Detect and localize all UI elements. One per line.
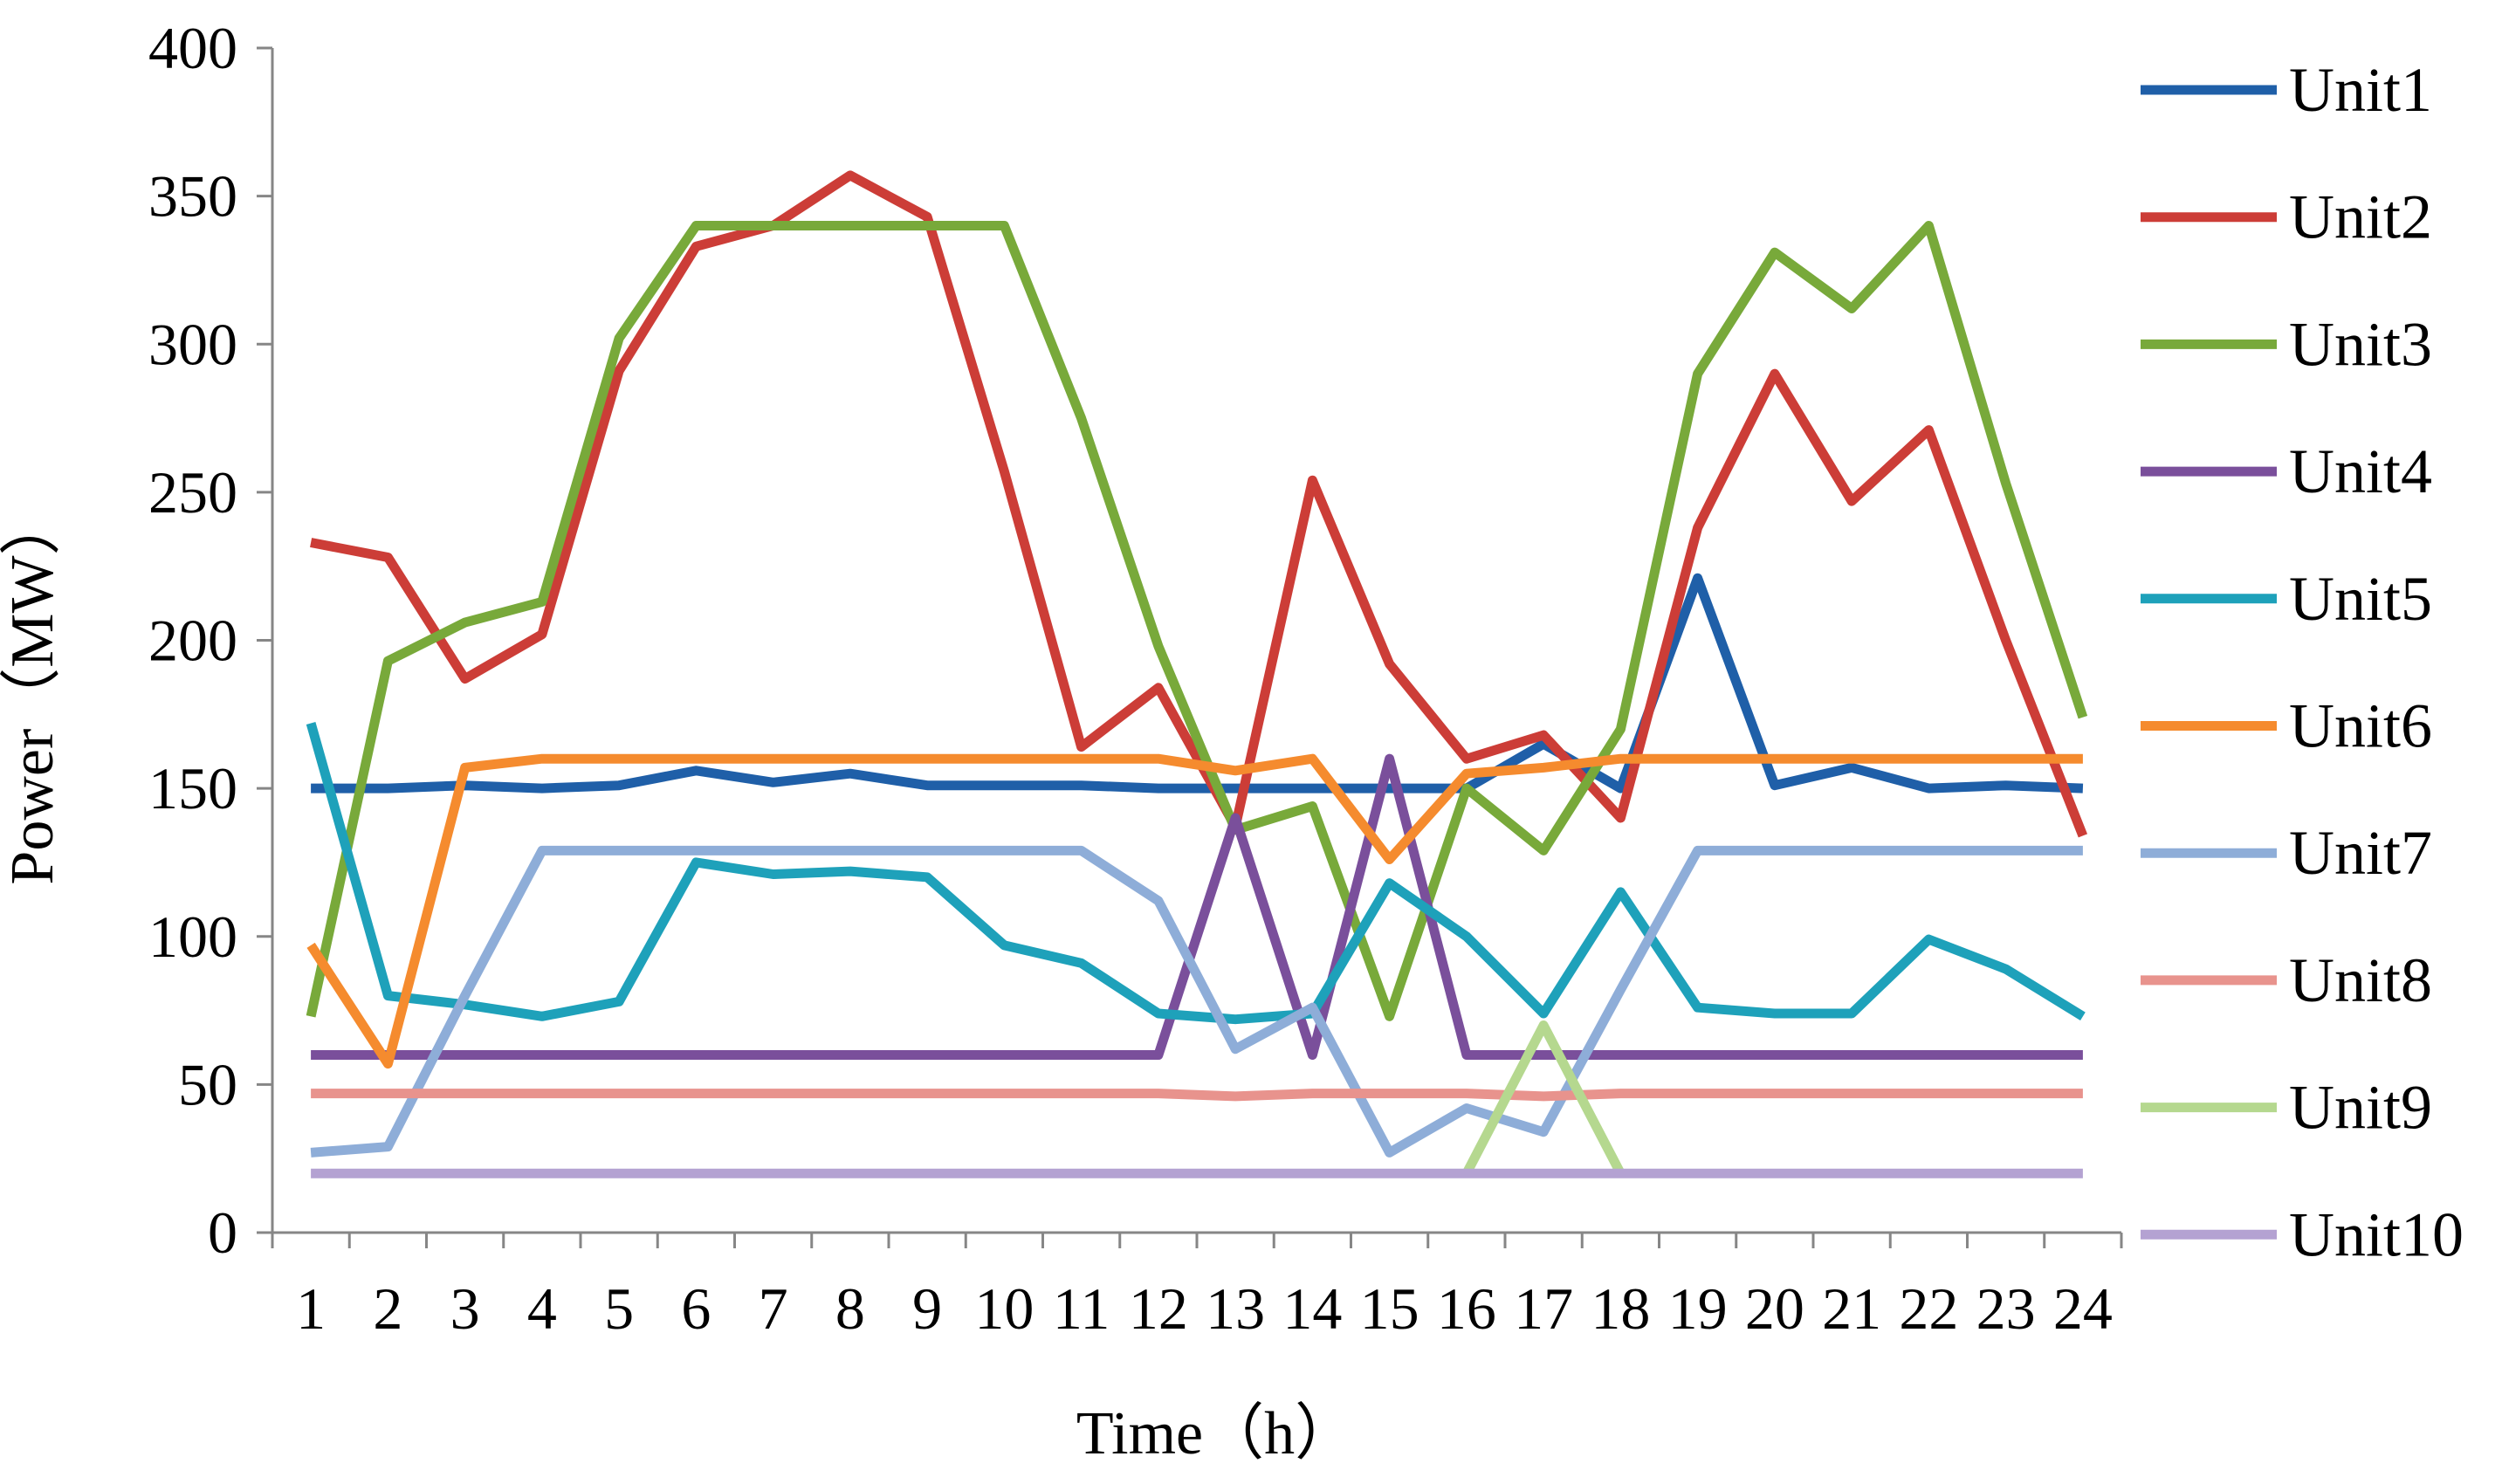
series-line-unit8 xyxy=(311,1089,2083,1102)
y-tick-label: 400 xyxy=(148,15,237,81)
legend-label: Unit7 xyxy=(2289,818,2432,888)
legend-label: Unit2 xyxy=(2289,182,2432,252)
x-tick-label: 16 xyxy=(1437,1275,1496,1342)
x-tick-label: 9 xyxy=(912,1275,942,1342)
legend-label: Unit5 xyxy=(2289,564,2432,634)
x-tick-label: 22 xyxy=(1899,1275,1958,1342)
x-tick-label: 17 xyxy=(1514,1275,1573,1342)
legend-label: Unit10 xyxy=(2289,1199,2464,1269)
y-tick-label: 200 xyxy=(148,608,237,674)
x-tick-label: 14 xyxy=(1282,1275,1342,1342)
series-line-unit3 xyxy=(306,221,2088,1021)
legend-label: Unit1 xyxy=(2289,55,2432,125)
x-tick-label: 19 xyxy=(1668,1275,1728,1342)
y-axis-title: Power（MW） xyxy=(0,494,66,884)
x-axis-title: Time（h） xyxy=(1076,1400,1356,1467)
legend-label: Unit4 xyxy=(2289,436,2432,506)
x-tick-label: 21 xyxy=(1822,1275,1881,1342)
x-tick-label: 8 xyxy=(835,1275,865,1342)
x-tick-label: 2 xyxy=(373,1275,402,1342)
x-tick-label: 13 xyxy=(1206,1275,1265,1342)
series-lines xyxy=(306,170,2088,1178)
legend-label: Unit3 xyxy=(2289,309,2432,379)
legend-label: Unit6 xyxy=(2289,691,2432,761)
series-line-unit9 xyxy=(1462,1020,1626,1176)
x-tick-label: 15 xyxy=(1360,1275,1419,1342)
legend-label: Unit8 xyxy=(2289,945,2432,1015)
series-line-unit4 xyxy=(311,753,2083,1060)
y-tick-label: 0 xyxy=(208,1199,237,1266)
y-tick-label: 300 xyxy=(148,311,237,377)
x-tick-label: 12 xyxy=(1129,1275,1188,1342)
y-tick-label: 250 xyxy=(148,459,237,526)
y-tick-label: 350 xyxy=(148,163,237,230)
x-tick-label: 20 xyxy=(1745,1275,1804,1342)
x-tick-label: 5 xyxy=(604,1275,634,1342)
x-tick-label: 3 xyxy=(450,1275,480,1342)
series-line-unit7 xyxy=(310,845,2083,1158)
x-tick-label: 18 xyxy=(1591,1275,1650,1342)
legend: Unit1 Unit2 Unit3 Unit4 Unit5 Unit6 Unit7 Unit8… xyxy=(2141,55,2464,1269)
x-tick-label: 4 xyxy=(527,1275,557,1342)
legend-label: Unit9 xyxy=(2289,1073,2432,1143)
x-tick-label: 6 xyxy=(681,1275,711,1342)
x-tick-label: 11 xyxy=(1053,1275,1110,1342)
series-line-unit6 xyxy=(306,753,2083,1069)
x-tick-label: 24 xyxy=(2053,1275,2113,1342)
x-tick-label: 1 xyxy=(296,1275,326,1342)
x-tick-label: 7 xyxy=(759,1275,788,1342)
series-line-unit5 xyxy=(306,722,2086,1025)
y-tick-label: 100 xyxy=(148,903,237,970)
series-line-unit1 xyxy=(311,573,2084,794)
x-tick-label: 10 xyxy=(974,1275,1034,1342)
series-line-unit2 xyxy=(310,170,2088,838)
y-tick-label: 150 xyxy=(148,755,237,821)
y-tick-label: 50 xyxy=(178,1051,237,1117)
x-tick-label: 23 xyxy=(1976,1275,2036,1342)
